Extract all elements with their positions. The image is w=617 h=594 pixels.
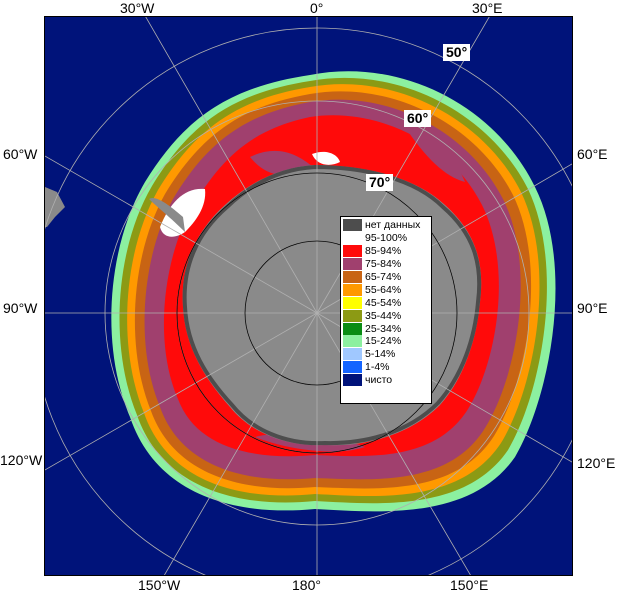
legend-swatch	[343, 245, 362, 258]
parallel-70-dark	[176, 172, 458, 454]
legend-label: 75-84%	[365, 258, 402, 271]
lon-label-30e: 30°E	[472, 0, 503, 16]
nodata-rim	[182, 164, 482, 446]
legend-label: 85-94%	[365, 245, 402, 258]
legend-item: 85-94%	[343, 245, 429, 258]
meridian-30w	[145, 17, 318, 314]
map-frame	[44, 16, 573, 576]
legend-item: 15-24%	[343, 335, 429, 348]
legend-label: 95-100%	[365, 232, 408, 245]
legend-item: 45-54%	[343, 296, 429, 309]
legend-item: 1-4%	[343, 361, 429, 374]
legend-label: 25-34%	[365, 322, 402, 335]
legend-swatch	[343, 296, 362, 309]
legend-item: нет данных	[343, 219, 429, 232]
meridian-60w	[45, 155, 318, 314]
legend-swatch	[343, 219, 362, 232]
legend-item: 35-44%	[343, 309, 429, 322]
legend-label: 55-64%	[365, 283, 402, 296]
ice-band-75-84-east	[405, 127, 465, 182]
legend-swatch	[343, 348, 362, 361]
legend-swatch	[343, 361, 362, 374]
legend-swatch	[343, 232, 362, 245]
legend-label: 15-24%	[365, 335, 402, 348]
lat-label-50: 50°	[443, 44, 471, 61]
lon-label-150e: 150°E	[450, 577, 489, 593]
legend-label: 45-54%	[365, 296, 402, 309]
lon-label-120w: 120°W	[0, 452, 43, 468]
legend-label: чисто	[365, 374, 393, 387]
south-america-tip	[45, 187, 65, 227]
legend-swatch	[343, 322, 362, 335]
concentration-legend: нет данных 95-100% 85-94% 75-84% 65-74% 55-64…	[340, 216, 432, 404]
legend-label: 5-14%	[365, 348, 396, 361]
legend-label: 35-44%	[365, 309, 402, 322]
legend-swatch	[343, 283, 362, 296]
sea-ice-map	[45, 17, 572, 575]
legend-swatch	[343, 258, 362, 271]
lon-label-60e: 60°E	[577, 146, 608, 162]
legend-label: нет данных	[365, 219, 421, 232]
antarctic-peninsula	[149, 197, 185, 232]
legend-item: 65-74%	[343, 271, 429, 284]
lat-label-60: 60°	[404, 110, 432, 127]
lat-label-70: 70°	[366, 174, 394, 191]
legend-item: 25-34%	[343, 322, 429, 335]
legend-item: 55-64%	[343, 283, 429, 296]
lon-label-60w: 60°W	[3, 146, 38, 162]
legend-item: чисто	[343, 374, 429, 387]
ice-patch-weddell	[160, 188, 206, 237]
legend-item: 75-84%	[343, 258, 429, 271]
lon-label-150w: 150°W	[138, 577, 181, 593]
legend-swatch	[343, 309, 362, 322]
lon-label-30w: 30°W	[120, 0, 155, 16]
legend-item: 95-100%	[343, 232, 429, 245]
lon-label-90e: 90°E	[577, 300, 608, 316]
legend-label: 1-4%	[365, 361, 390, 374]
legend-item: 5-14%	[343, 348, 429, 361]
ice-patch-north	[312, 151, 340, 165]
legend-swatch	[343, 335, 362, 348]
lon-label-90w: 90°W	[3, 300, 38, 316]
legend-swatch	[343, 271, 362, 283]
meridian-150w	[163, 312, 318, 575]
lon-label-0: 0°	[310, 0, 324, 16]
legend-label: 65-74%	[365, 271, 402, 283]
legend-swatch	[343, 374, 362, 387]
lon-label-120e: 120°E	[577, 455, 616, 471]
meridian-120w	[45, 312, 318, 471]
lon-label-180: 180°	[292, 577, 321, 593]
